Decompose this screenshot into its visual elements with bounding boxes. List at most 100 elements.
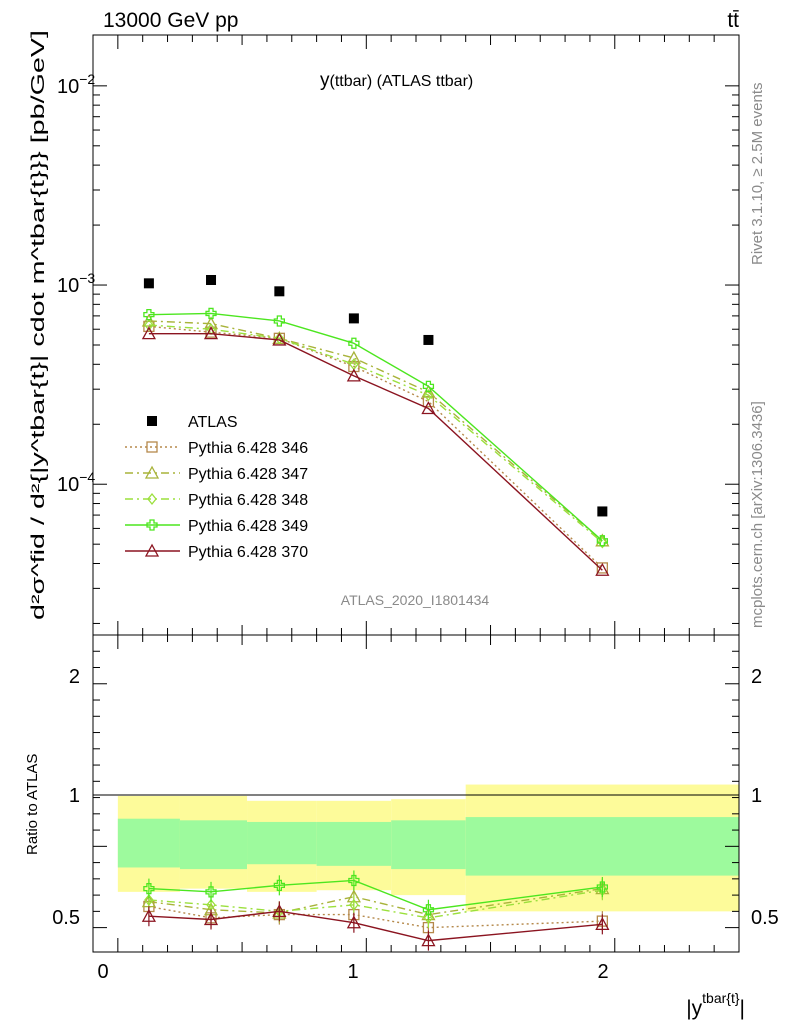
chart-title: y(ttbar) (ATLAS ttbar) — [320, 70, 473, 91]
x-tick-2: 2 — [597, 961, 608, 983]
ratio-axis-ticks — [92, 635, 740, 952]
legend-label: ATLAS — [188, 414, 238, 431]
ratio-point — [273, 879, 285, 891]
data-point — [274, 332, 285, 345]
data-point — [423, 334, 434, 345]
band-green — [316, 821, 392, 866]
ratio-line — [148, 889, 603, 919]
main-y-tick-exp: −3 — [79, 270, 95, 286]
data-point — [273, 315, 285, 327]
legend-marker — [147, 492, 157, 506]
data-point — [595, 562, 610, 576]
ratio-point — [205, 886, 217, 898]
main-y-tick-base: 10 — [57, 275, 79, 297]
data-point — [596, 535, 608, 547]
x-tick-1: 1 — [347, 961, 358, 983]
ratio-y-tick-1-right: 1 — [751, 785, 762, 807]
data-point — [141, 313, 156, 327]
data-point — [348, 360, 360, 373]
main-axis-ticks — [92, 35, 740, 635]
mcplots-label: mcplots.cern.ch [arXiv:1306.3436] — [749, 401, 766, 628]
ratio-point — [141, 908, 156, 922]
chart-title-sub: (ttbar) (ATLAS ttbar) — [330, 73, 474, 90]
main-y-tick-exp: −2 — [79, 71, 95, 87]
main-series-layer — [141, 274, 610, 576]
main-y-tick-exp: −4 — [79, 469, 95, 485]
legend: ATLAS Pythia 6.428 346 Pythia 6.428 347 Pyt… — [125, 414, 308, 561]
series-3 — [144, 318, 608, 549]
process-label: tt̄ — [727, 9, 739, 32]
data-point — [143, 309, 155, 321]
ratio-point — [595, 917, 610, 931]
band-green — [117, 818, 180, 868]
data-point — [205, 307, 217, 320]
legend-marker — [146, 519, 158, 531]
ratio-y-tick-2-right: 2 — [751, 666, 762, 688]
band-green — [465, 817, 739, 876]
main-y-tick-label: 10−4 — [57, 469, 95, 496]
ratio-point — [349, 898, 359, 911]
data-point — [144, 318, 154, 332]
energy-label: 13000 GeV pp — [103, 9, 238, 32]
legend-marker — [144, 465, 160, 479]
ratio-series-4 — [141, 901, 610, 951]
ratio-point — [203, 912, 219, 926]
series-5 — [141, 326, 610, 576]
legend-label: Pythia 6.428 370 — [188, 544, 308, 561]
data-point — [346, 350, 361, 364]
ratio-point — [346, 915, 361, 929]
ratio-point — [423, 911, 434, 924]
ratio-point — [272, 904, 287, 918]
data-point — [206, 274, 217, 285]
series-line — [148, 332, 603, 571]
main-y-tick-label: 10−3 — [57, 270, 95, 297]
data-point — [203, 326, 219, 340]
main-panel: 10−410−310−2 y(ttbar) (ATLAS ttbar) ATLA… — [28, 30, 740, 636]
series-line — [148, 320, 603, 542]
ratio-line — [148, 905, 603, 929]
data-point — [421, 384, 436, 398]
ratio-series-layer — [141, 870, 610, 951]
ratio-y-tick-2: 2 — [69, 666, 80, 688]
ratio-point — [422, 904, 435, 916]
ratio-y-tick-05-right: 0.5 — [751, 907, 779, 929]
data-point — [597, 506, 608, 517]
ratio-panel: Ratio to ATLAS 2 1 0.5 2 1 0.5 0 1 2 |yt… — [24, 634, 779, 1020]
series-line — [148, 325, 603, 569]
main-y-tick-base: 10 — [57, 474, 79, 496]
x-axis-label: |ytbar{t}| — [686, 990, 745, 1020]
data-point — [346, 368, 361, 382]
legend-label: Pythia 6.428 348 — [188, 492, 308, 509]
legend-label: Pythia 6.428 349 — [188, 518, 308, 535]
rivet-label: Rivet 3.1.10, ≥ 2.5M events — [749, 83, 766, 266]
ratio-point — [144, 893, 154, 907]
main-y-tick-labels: 10−410−310−2 — [57, 71, 95, 496]
main-y-tick-label: 10−2 — [57, 71, 95, 98]
ratio-point — [596, 881, 608, 893]
band-green — [247, 821, 317, 865]
data-point — [274, 286, 285, 297]
ratio-line — [148, 910, 603, 942]
legend-label: Pythia 6.428 346 — [188, 440, 308, 457]
x-axis-label-sup: tbar{t} — [702, 990, 740, 1006]
band-green — [179, 820, 248, 870]
main-y-tick-base: 10 — [57, 76, 79, 98]
legend-marker — [144, 543, 160, 557]
legend-marker — [146, 441, 158, 453]
data-point — [141, 326, 156, 340]
legend-marker — [147, 416, 157, 426]
data-point — [422, 380, 435, 392]
ratio-y-tick-1: 1 — [69, 785, 80, 807]
data-point — [423, 389, 434, 402]
analysis-watermark: ATLAS_2020_I1801434 — [341, 592, 490, 608]
data-point — [348, 313, 359, 324]
ratio-ylabel: Ratio to ATLAS — [24, 754, 41, 855]
data-point — [272, 332, 287, 346]
series-line — [148, 312, 603, 542]
main-ylabel: d²σ^fid / d²{|y^tbar{t}| cdot m^tbar{t}}… — [28, 30, 48, 620]
x-tick-0: 0 — [97, 961, 108, 983]
ratio-series-3 — [143, 870, 608, 920]
series-line — [148, 324, 603, 544]
ratio-y-tick-05: 0.5 — [52, 907, 80, 929]
series-0 — [143, 274, 608, 517]
